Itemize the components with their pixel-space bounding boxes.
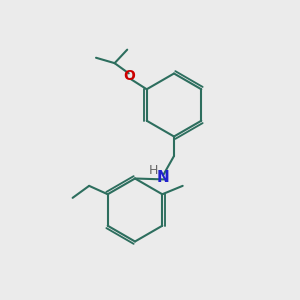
Text: O: O (123, 69, 135, 83)
Text: H: H (148, 164, 158, 177)
Text: N: N (157, 169, 170, 184)
